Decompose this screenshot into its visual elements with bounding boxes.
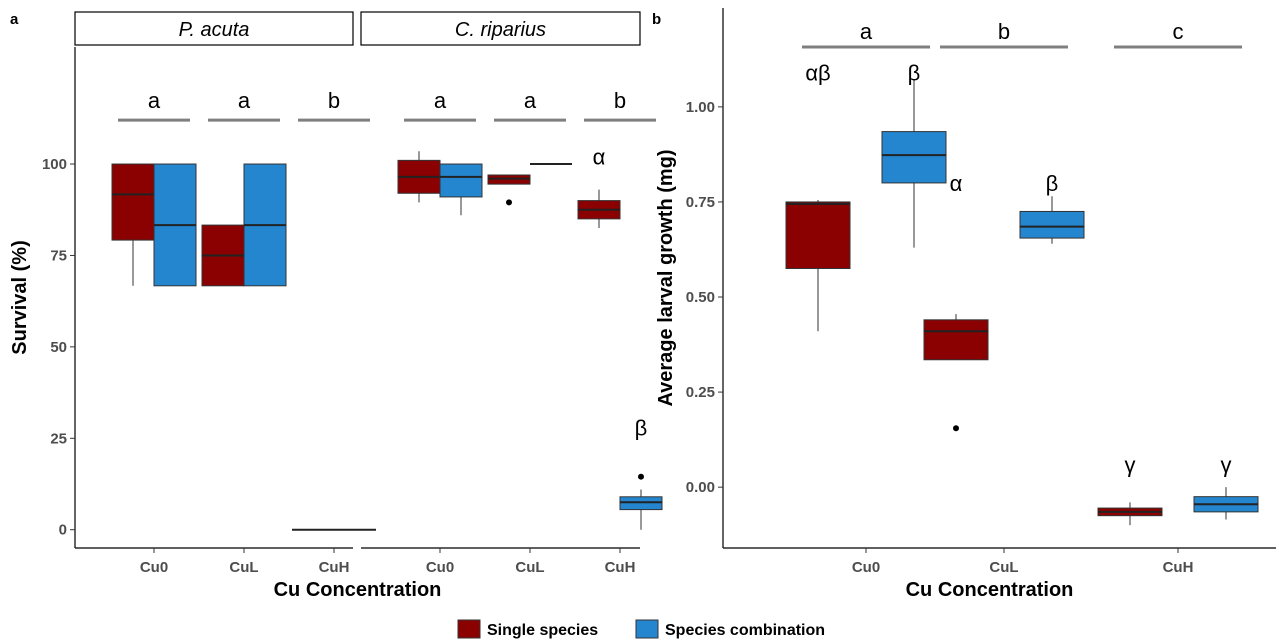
x-tick-label: Cu0 [140, 559, 168, 576]
y-tick-label: 1.00 [686, 99, 715, 116]
facet-strip [74, 11, 354, 46]
box-cu0-combination [881, 80, 947, 248]
facet-strip [360, 11, 641, 46]
x-tick-label: CuL [229, 559, 258, 576]
legend: Single species Species combination [457, 619, 825, 639]
x-tick-label: CuH [319, 559, 350, 576]
outlier-point [953, 425, 959, 432]
group-symbol: α [950, 171, 963, 196]
facet-strip-title: C. riparius [455, 19, 546, 41]
box-cu0-combination [153, 163, 197, 287]
outlier-point [506, 199, 512, 206]
box-body [1019, 210, 1085, 239]
significance-letter: a [860, 19, 873, 44]
group-symbol: αβ [805, 61, 830, 86]
box-cul-single [201, 224, 245, 287]
legend-item: Species combination [635, 619, 825, 639]
y-tick-label: 0.50 [686, 289, 715, 306]
box-cul-single [923, 314, 989, 432]
box-body [439, 163, 483, 198]
box-cul-single [487, 174, 531, 206]
group-symbol: β [1046, 171, 1059, 196]
outlier-point [638, 473, 644, 480]
legend-label: Species combination [665, 622, 825, 639]
y-tick-label: 50 [50, 339, 67, 356]
panel-a-label: a [10, 11, 19, 28]
box-cuh-single [577, 189, 621, 229]
x-tick-label: CuL [989, 559, 1018, 576]
panel-b-label: b [652, 11, 661, 28]
group-symbol: γ [1221, 452, 1232, 477]
legend-label: Single species [487, 622, 598, 639]
x-tick-label: Cu0 [852, 559, 880, 576]
legend-swatch [635, 619, 659, 639]
box-cu0-single [785, 200, 851, 332]
box-body [785, 201, 851, 269]
y-tick-label: 100 [42, 156, 67, 173]
x-tick-label: CuH [605, 559, 636, 576]
box-cul-combination [243, 163, 287, 287]
y-tick-label: 0.00 [686, 479, 715, 496]
box-body [881, 131, 947, 184]
significance-letter: b [328, 88, 340, 113]
y-axis-title: Average larval growth (mg) [655, 149, 677, 406]
box-cu0-combination [439, 163, 483, 216]
significance-letter: b [614, 88, 626, 113]
box-body [111, 163, 155, 241]
x-tick-label: CuH [1163, 559, 1194, 576]
significance-letter: c [1173, 19, 1184, 44]
panel-b-growth-chart: b 0.00 0.25 0.50 0.75 1.00 Average larval grow… [652, 8, 1276, 601]
significance-letter: b [998, 19, 1010, 44]
y-tick-label: 0.25 [686, 384, 715, 401]
panel-a-survival-chart: a 0 25 50 75 100 Survival (%) P. acuta Cu0 a CuL a C… [9, 11, 663, 601]
x-axis-title: Cu Concentration [274, 579, 442, 601]
box-cul-combination [1019, 196, 1085, 244]
significance-letter: a [238, 88, 251, 113]
box-cuh-combination [1193, 487, 1259, 520]
facet-strip-title: P. acuta [179, 19, 250, 41]
group-symbol: β [908, 61, 921, 86]
group-symbol: γ [1125, 452, 1136, 477]
x-tick-label: Cu0 [426, 559, 454, 576]
y-tick-label: 0.75 [686, 194, 715, 211]
x-tick-label: CuL [515, 559, 544, 576]
x-axis-title: Cu Concentration [906, 579, 1074, 601]
y-tick-label: 75 [50, 247, 67, 264]
significance-letter: a [524, 88, 537, 113]
y-tick-label: 25 [50, 430, 67, 447]
box-cuh-combination [619, 473, 663, 530]
y-axis-title: Survival (%) [9, 240, 31, 354]
box-body [923, 319, 989, 361]
box-cu0-single [397, 151, 441, 203]
group-symbol: α [593, 145, 606, 170]
significance-letter: a [434, 88, 447, 113]
legend-swatch [457, 619, 481, 639]
box-cuh-single [1097, 502, 1163, 526]
legend-item: Single species [457, 619, 598, 639]
significance-letter: a [148, 88, 161, 113]
box-cu0-single [111, 163, 155, 286]
y-tick-label: 0 [59, 522, 67, 539]
group-symbol: β [635, 415, 648, 440]
